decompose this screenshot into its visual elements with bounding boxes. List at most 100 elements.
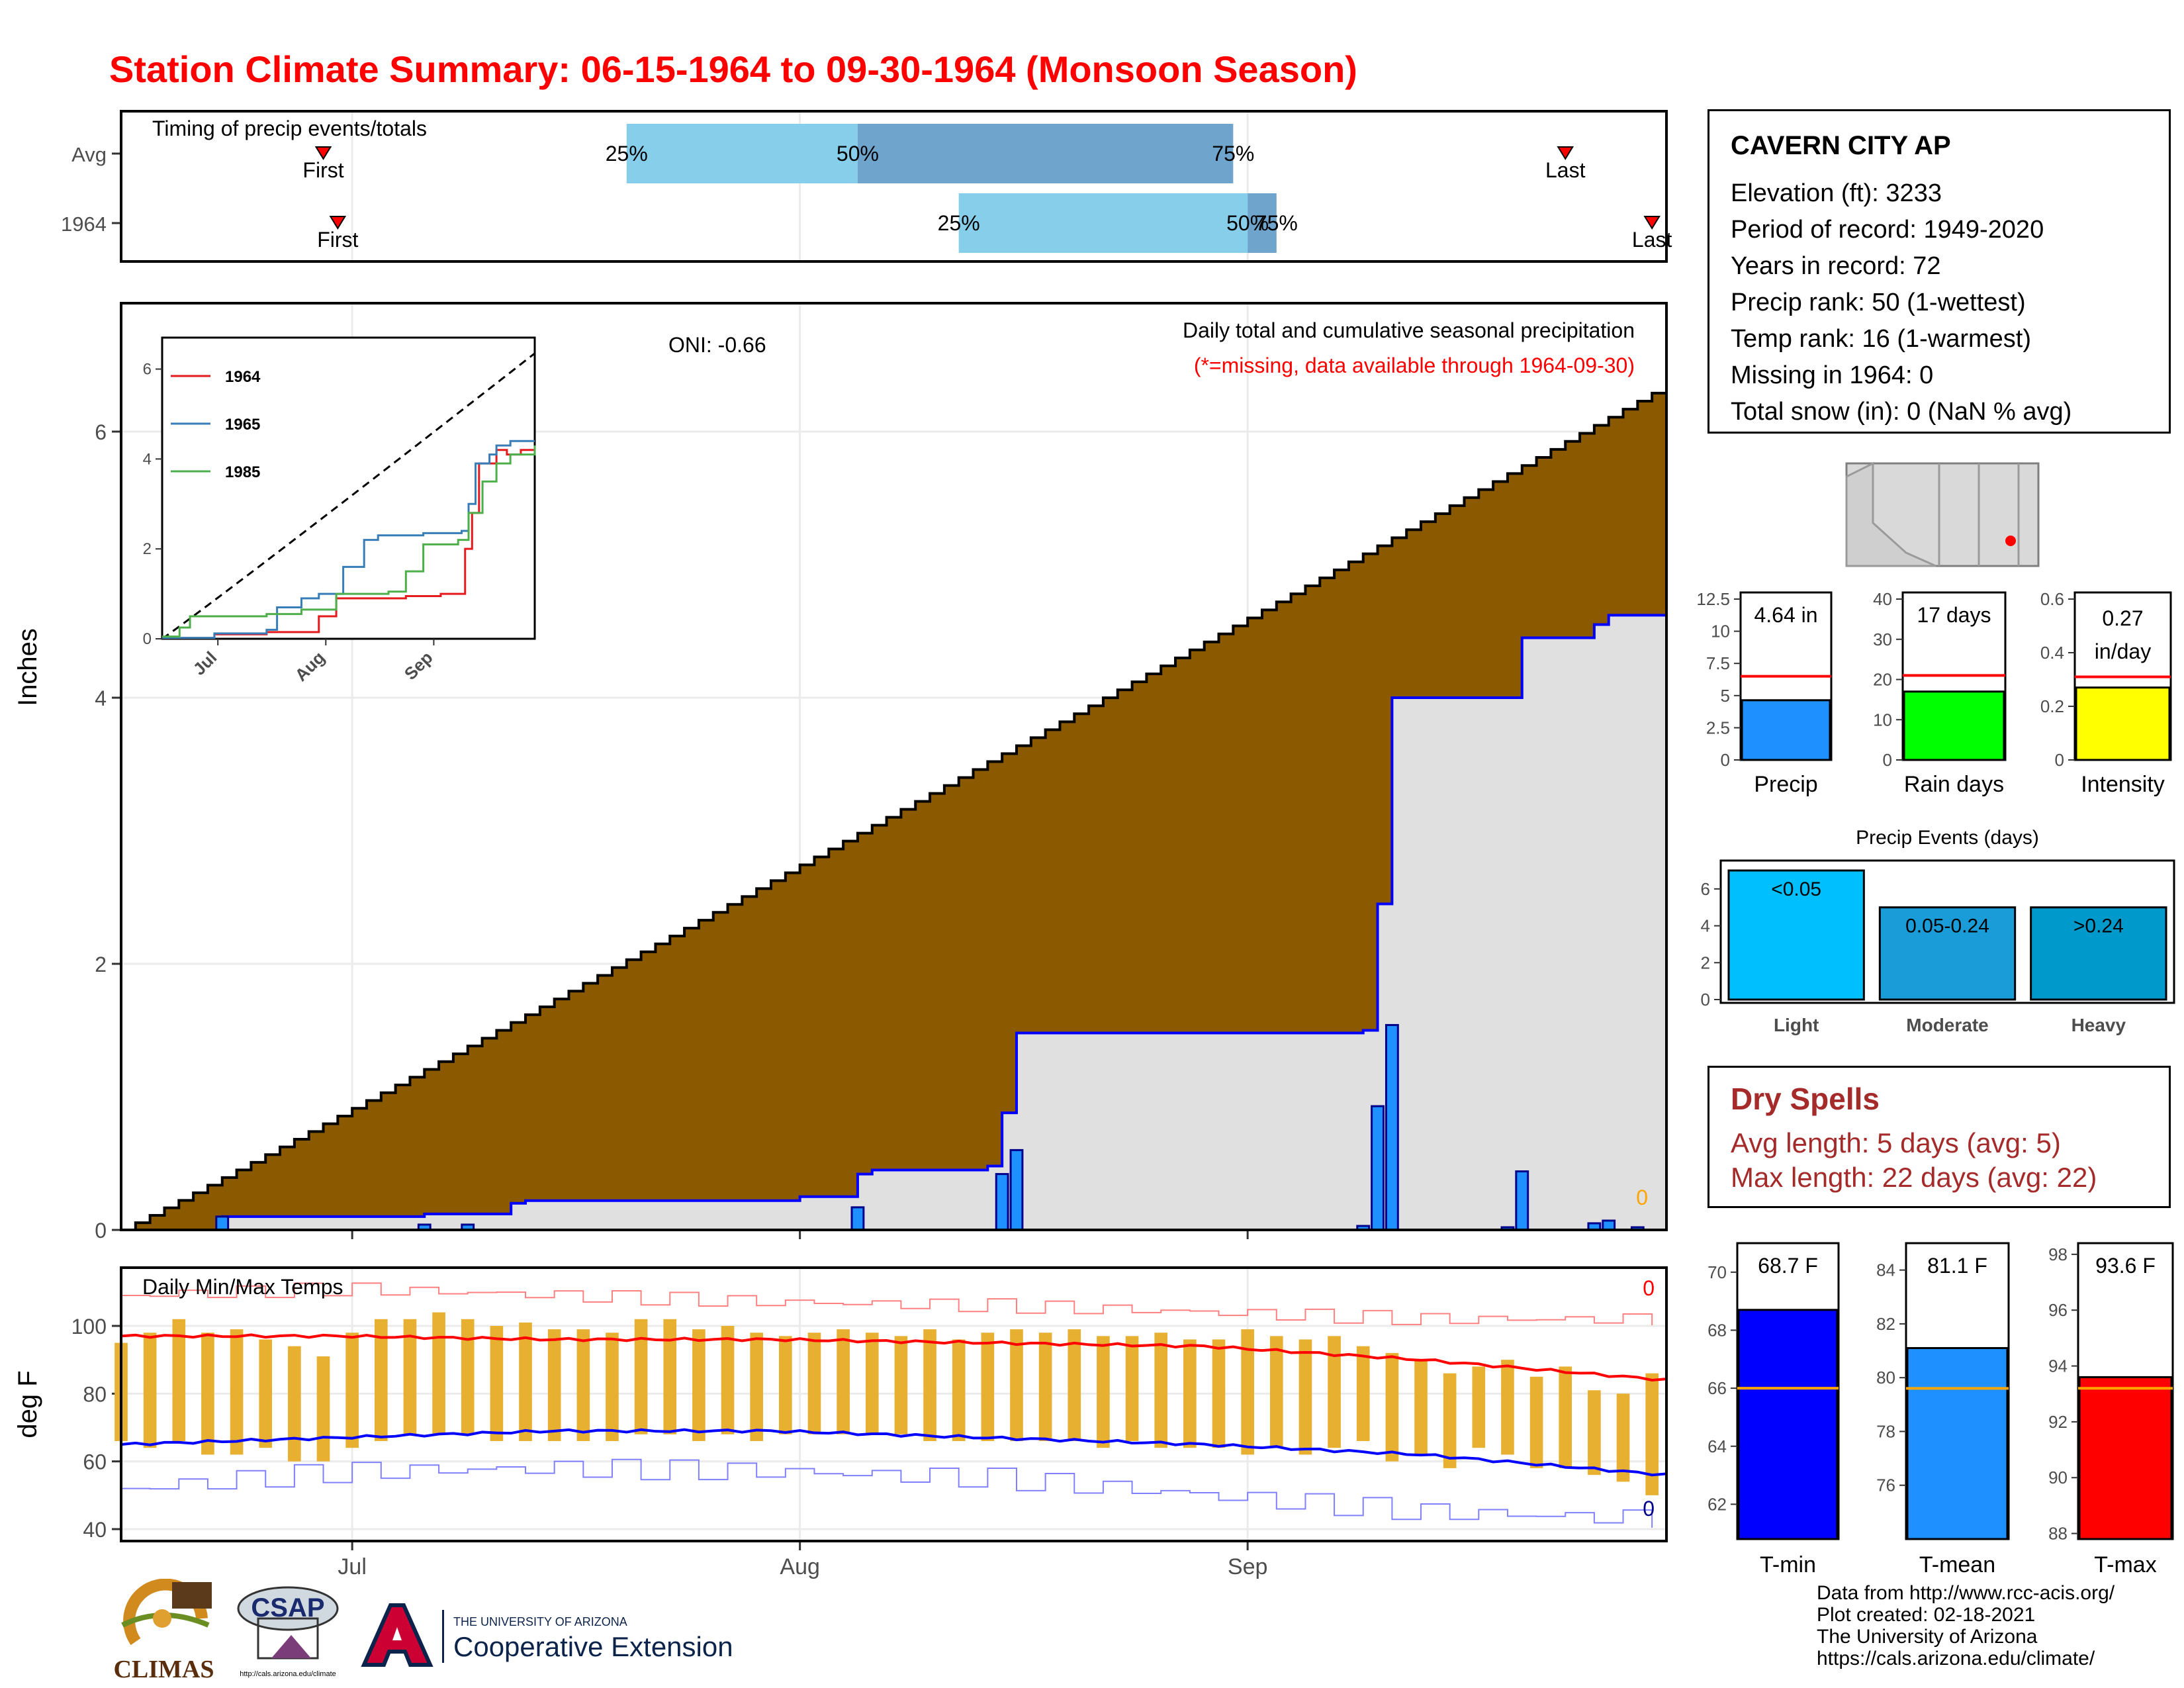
locator-map bbox=[1845, 461, 2040, 567]
temp-range-bar bbox=[807, 1333, 821, 1434]
avg-tmin-line bbox=[120, 1428, 1667, 1477]
daily-precip-bar bbox=[1009, 1149, 1024, 1231]
climas-logo-text: CLIMAS bbox=[113, 1656, 214, 1683]
temp-ytick-label: 60 bbox=[83, 1450, 107, 1474]
temp-range-bar bbox=[1472, 1366, 1486, 1448]
temp-range-bar bbox=[519, 1322, 532, 1441]
temp-range-bar bbox=[779, 1336, 792, 1434]
small-bar-ytick-label: 0 bbox=[1883, 750, 1892, 770]
temp-range-bar bbox=[1645, 1373, 1659, 1495]
station-missing: Missing in 1964: 0 bbox=[1731, 361, 1934, 389]
station-elevation: Elevation (ft): 3233 bbox=[1731, 179, 1942, 207]
csap-logo-text: CSAP bbox=[251, 1593, 324, 1622]
events-ytick-label: 6 bbox=[1701, 879, 1710, 899]
inset-ytick-label: 2 bbox=[143, 540, 152, 558]
small-bar-value bbox=[1903, 690, 2005, 761]
temp-range-bar bbox=[1010, 1329, 1023, 1441]
temp-corner-min: 0 bbox=[1643, 1497, 1655, 1521]
ua-a-icon bbox=[361, 1603, 433, 1667]
timing-q50-label: 50% bbox=[837, 142, 879, 165]
small-bar-ytick-label: 20 bbox=[1873, 670, 1892, 690]
inset-frame bbox=[161, 336, 536, 640]
small-bar-ytick-label: 0.6 bbox=[2040, 589, 2064, 609]
precip-panel-border bbox=[120, 302, 1668, 1231]
inset-series-line bbox=[162, 440, 535, 639]
inset-ytick-label: 0 bbox=[143, 630, 152, 648]
temp-range-bar bbox=[1559, 1366, 1572, 1468]
small-bar-ytick-label: 62 bbox=[1707, 1494, 1727, 1514]
temp-range-bar bbox=[432, 1312, 445, 1434]
events-bar-label: 0.05-0.24 bbox=[1905, 915, 1989, 937]
events-category-label: Moderate bbox=[1906, 1015, 1988, 1035]
station-location-marker bbox=[2005, 536, 2016, 546]
small-bar-ytick-label: 10 bbox=[1711, 622, 1730, 641]
timing-bar-q25-q50 bbox=[626, 124, 858, 183]
timing-panel-border bbox=[120, 110, 1668, 263]
temp-range-bar bbox=[1038, 1333, 1052, 1441]
small-bar-value-label: 0.27 bbox=[2102, 606, 2143, 630]
small-bar-ytick-label: 98 bbox=[2048, 1244, 2068, 1264]
temp-range-bar bbox=[1529, 1376, 1543, 1468]
events-category-label: Light bbox=[1774, 1015, 1819, 1035]
temp-panel-border bbox=[120, 1266, 1668, 1542]
precip-ytick-label: 6 bbox=[95, 420, 107, 444]
station-years: Years in record: 72 bbox=[1731, 252, 1941, 280]
record-tmax-line bbox=[121, 1282, 1653, 1326]
temp-range-bar bbox=[1328, 1336, 1341, 1448]
small-bar-value-label: 17 days bbox=[1917, 603, 1991, 627]
precip-note: (*=missing, data available through 1964-… bbox=[1194, 353, 1635, 377]
small-bar-ytick-label: 94 bbox=[2048, 1356, 2068, 1376]
dry-spells-max: Max length: 22 days (avg: 22) bbox=[1731, 1162, 2097, 1193]
timing-row-label: 1964 bbox=[61, 212, 107, 236]
small-bar-value-label: 68.7 F bbox=[1758, 1254, 1818, 1278]
temp-range-bar bbox=[1241, 1329, 1254, 1455]
small-bar-value bbox=[2078, 1376, 2173, 1540]
events-chart: Precip Events (days) 0 2 4 6 <0.05 Light 0.05-0… bbox=[1701, 827, 2175, 1035]
temp-title: Daily Min/Max Temps bbox=[142, 1275, 343, 1299]
oni-label: ONI: -0.66 bbox=[668, 333, 766, 357]
temp-ytick-label: 80 bbox=[83, 1382, 107, 1406]
small-bar-ytick-label: 0 bbox=[1721, 750, 1730, 770]
events-bar bbox=[1878, 906, 2017, 1001]
station-precip-rank: Precip rank: 50 (1-wettest) bbox=[1731, 289, 2026, 316]
temp-range-bar bbox=[1414, 1360, 1428, 1455]
small-bar-ytick-label: 5 bbox=[1721, 686, 1730, 706]
timing-last-label: Last bbox=[1545, 158, 1586, 182]
temp-ytick-label: 40 bbox=[83, 1518, 107, 1542]
temp-range-bar bbox=[576, 1329, 590, 1441]
small-bar-category-label: Precip bbox=[1754, 772, 1817, 797]
temp-range-bar bbox=[1443, 1373, 1457, 1468]
csap-logo: CSAP http://cals.arizona.edu/climate bbox=[232, 1582, 344, 1681]
page-title: Station Climate Summary: 06-15-1964 to 0… bbox=[109, 48, 1357, 90]
record-tmin-line bbox=[121, 1458, 1653, 1528]
timing-q75-label: 75% bbox=[1212, 142, 1254, 165]
small-bar-category-label: T-mean bbox=[1919, 1552, 1995, 1577]
temp-range-bar bbox=[403, 1319, 417, 1434]
small-bar-ytick-label: 82 bbox=[1876, 1314, 1895, 1334]
ua-top-text: THE UNIVERSITY OF ARIZONA bbox=[453, 1615, 627, 1628]
temp-bar-charts: 62 64 66 68 70 68.7 F T-min 76 78 80 82 84 81.1 F T-m… bbox=[1707, 1242, 2174, 1577]
csap-logo-url: http://cals.arizona.edu/climate bbox=[240, 1670, 336, 1678]
temp-range-bar bbox=[634, 1319, 648, 1434]
temp-range-bar bbox=[230, 1329, 244, 1455]
temp-range-bar bbox=[865, 1333, 879, 1434]
inset-ytick-label: 6 bbox=[143, 361, 152, 379]
small-bar-ytick-label: 88 bbox=[2048, 1524, 2068, 1544]
temp-range-bar bbox=[1269, 1336, 1283, 1448]
ua-extension-logo: THE UNIVERSITY OF ARIZONA Cooperative Ex… bbox=[357, 1602, 754, 1675]
events-ytick-label: 2 bbox=[1701, 953, 1710, 972]
temp-range-bar bbox=[721, 1326, 735, 1434]
temp-range-bar bbox=[143, 1333, 157, 1448]
temp-range-bar bbox=[1501, 1360, 1514, 1455]
inset-series-line bbox=[162, 447, 536, 639]
temp-range-bar bbox=[259, 1339, 273, 1448]
temp-range-bar bbox=[547, 1329, 561, 1441]
temp-range-bar bbox=[1385, 1352, 1399, 1462]
temp-range-bar bbox=[1212, 1339, 1226, 1448]
dry-spells-title: Dry Spells bbox=[1731, 1082, 1880, 1116]
temp-range-bar bbox=[663, 1319, 677, 1434]
source-credits: Data from http://www.rcc-acis.org/ Plot … bbox=[1817, 1582, 2115, 1669]
timing-last-marker bbox=[1557, 146, 1574, 160]
observed-cumulative-line bbox=[121, 612, 1668, 1231]
